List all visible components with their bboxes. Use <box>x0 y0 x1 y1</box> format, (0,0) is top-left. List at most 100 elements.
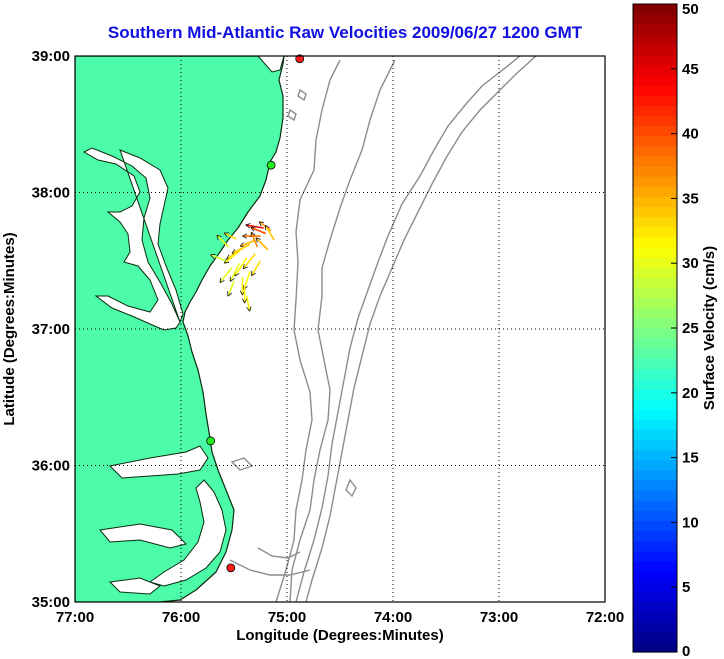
colorbar-segment <box>633 206 677 218</box>
colorbar-segment <box>633 135 677 147</box>
y-tick-label: 35:00 <box>32 594 70 611</box>
colorbar-segment <box>633 368 677 380</box>
colorbar-tick-label: 0 <box>682 643 690 659</box>
colorbar-segment <box>633 196 677 208</box>
colorbar-tick-label: 20 <box>682 385 699 402</box>
x-tick-label: 77:00 <box>56 609 94 626</box>
vector-arrowhead <box>242 233 248 239</box>
colorbar-segment <box>633 520 677 532</box>
vector-arrowhead <box>223 232 230 238</box>
colorbar-segment <box>633 105 677 116</box>
colorbar-tick-label: 15 <box>682 450 699 467</box>
colorbar-segment <box>633 155 677 167</box>
map-frame <box>74 55 606 603</box>
colorbar-segment <box>633 85 677 96</box>
colorbar-segment <box>633 631 677 643</box>
velocity-vector <box>239 239 256 248</box>
colorbar-tick-label: 40 <box>682 126 699 143</box>
y-axis-label: Latitude (Degrees:Minutes) <box>1 232 18 425</box>
vector-arrowhead <box>241 298 248 304</box>
delaware-bay <box>257 56 285 73</box>
velocity-vector <box>216 234 230 248</box>
velocity-vector <box>242 253 256 270</box>
colorbar-segment <box>633 176 677 187</box>
velocity-vector <box>264 224 275 241</box>
x-tick-label: 73:00 <box>480 609 518 626</box>
x-tick-label: 72:00 <box>586 609 624 626</box>
colorbar-segment <box>633 267 677 278</box>
colorbar-segment <box>633 115 677 127</box>
velocity-vectors <box>210 221 275 312</box>
velocity-vector <box>250 231 259 248</box>
station-marker <box>295 54 305 64</box>
colorbar-segment <box>633 611 677 623</box>
colorbar-segment <box>633 44 677 56</box>
colorbar-segment <box>633 591 677 602</box>
colorbar-segment <box>633 328 677 339</box>
vector-arrowhead <box>250 226 256 232</box>
colorbar-segment <box>633 510 677 521</box>
colorbar-segment <box>633 236 677 248</box>
colorbar-segment <box>633 459 677 471</box>
vector-arrowhead <box>216 234 222 240</box>
colorbar-segment <box>633 226 677 238</box>
colorbar-label: Surface Velocity (cm/s) <box>701 246 718 410</box>
colorbar-segment <box>633 560 677 572</box>
colorbar-tick-label: 35 <box>682 190 699 207</box>
colorbar-segment <box>633 257 677 268</box>
vector-arrowhead <box>219 277 225 283</box>
station-marker <box>226 563 236 573</box>
velocity-vector <box>250 226 267 235</box>
colorbar-segment <box>633 429 677 440</box>
colorbar-segment <box>633 409 677 420</box>
map-panel <box>74 54 606 603</box>
colorbar-tick-label: 50 <box>682 1 699 18</box>
velocity-vector <box>245 224 264 229</box>
velocity-vector <box>223 250 240 264</box>
colorbar-segment <box>633 166 677 177</box>
velocity-vector <box>210 254 226 262</box>
vector-arrowhead <box>250 231 256 238</box>
colorbar-segment <box>633 378 677 390</box>
colorbar-tick-label: 5 <box>682 579 690 596</box>
colorbar-segment <box>633 125 677 137</box>
vector-arrowhead <box>246 306 252 312</box>
colorbar-tick-label: 30 <box>682 255 699 272</box>
colorbar-segment <box>633 530 677 542</box>
colorbar-segment <box>633 287 677 299</box>
grid-lines <box>75 56 605 602</box>
velocity-vector <box>219 267 233 284</box>
colorbar-segment <box>633 490 677 501</box>
colorbar-segment <box>633 74 677 86</box>
velocity-vector <box>243 271 251 290</box>
colorbar-segment <box>633 307 677 319</box>
colorbar-segment <box>633 601 677 613</box>
vector-arrowhead <box>251 270 256 277</box>
vector-arrowhead <box>245 223 251 229</box>
colorbar-segment <box>633 338 677 349</box>
colorbar-segment <box>633 500 677 511</box>
y-tick-label: 38:00 <box>32 185 70 202</box>
neuse-river <box>108 577 161 595</box>
colorbar-segment <box>633 419 677 430</box>
figure-title: Southern Mid-Atlantic Raw Velocities 200… <box>108 23 583 42</box>
velocity-vector <box>226 246 246 260</box>
x-axis-ticks: 77:00 76:00 75:00 74:00 73:00 72:00 <box>56 609 624 626</box>
colorbar-segment <box>633 449 677 461</box>
colorbar-segment <box>633 64 677 76</box>
colorbar-segment <box>633 145 677 157</box>
colorbar-segment <box>633 277 677 289</box>
colorbar-segment <box>633 317 677 329</box>
colorbar-segment <box>633 540 677 552</box>
colorbar-segment <box>633 398 677 410</box>
colorbar-segment <box>633 621 677 633</box>
velocity-vector <box>223 232 237 240</box>
bathymetry-contours <box>229 56 537 602</box>
y-tick-label: 36:00 <box>32 458 70 475</box>
pamlico-river <box>99 523 187 549</box>
colorbar-segment <box>633 4 677 15</box>
colorbar-segment <box>633 348 677 359</box>
station-marker <box>266 160 276 170</box>
colorbar-segment <box>633 439 677 451</box>
